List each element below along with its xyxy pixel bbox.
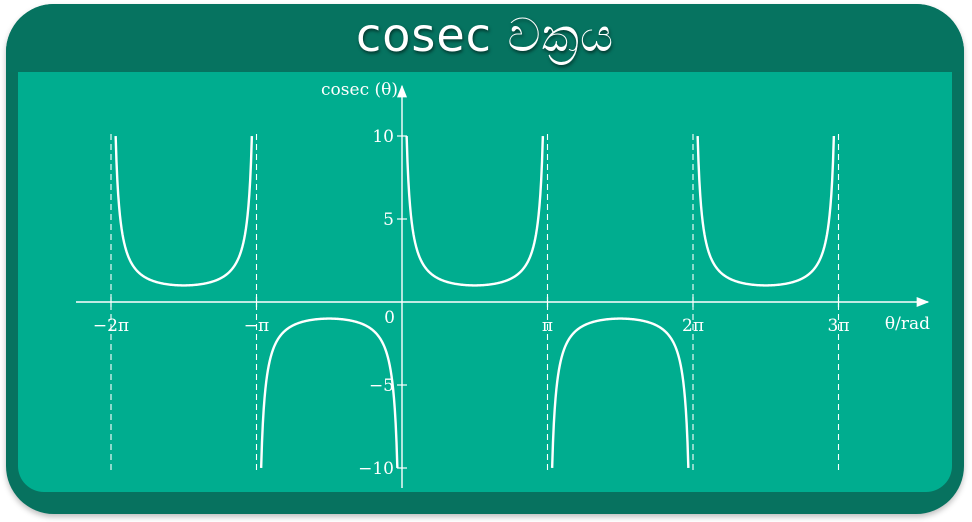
cosec-branch (114, 135, 254, 287)
page-title: cosec වක්‍රය (355, 8, 615, 62)
x-tick-label: 3π (828, 316, 850, 336)
x-tick-label: −π (244, 316, 269, 336)
y-axis-label: cosec (θ) (321, 80, 398, 100)
title-bar: cosec වක්‍රය (6, 4, 964, 72)
origin-label: 0 (384, 308, 395, 328)
cosec-graph: −2π −π π 2π 3π 10 5 −5 −10 0 cosec (θ) θ/rad (76, 80, 930, 488)
x-tick-label: 2π (682, 316, 704, 336)
y-tick-label: −5 (369, 376, 394, 396)
cosec-branch (259, 317, 399, 468)
x-tick-label: π (542, 316, 553, 336)
cosec-branch (550, 317, 690, 469)
cosec-branch (696, 135, 836, 287)
y-tick-label: 5 (383, 210, 394, 230)
x-tick-label: −2π (93, 316, 129, 336)
cosec-card: cosec වක්‍රය −2π −π π 2π 3π 10 5 −5 −10 0 cosec (θ… (6, 4, 964, 514)
y-tick-label: 10 (372, 127, 394, 147)
x-axis-label: θ/rad (885, 314, 930, 334)
y-tick-label: −10 (358, 459, 394, 479)
cosec-branch (405, 136, 545, 287)
graph-panel: −2π −π π 2π 3π 10 5 −5 −10 0 cosec (θ) θ/rad (18, 72, 952, 492)
